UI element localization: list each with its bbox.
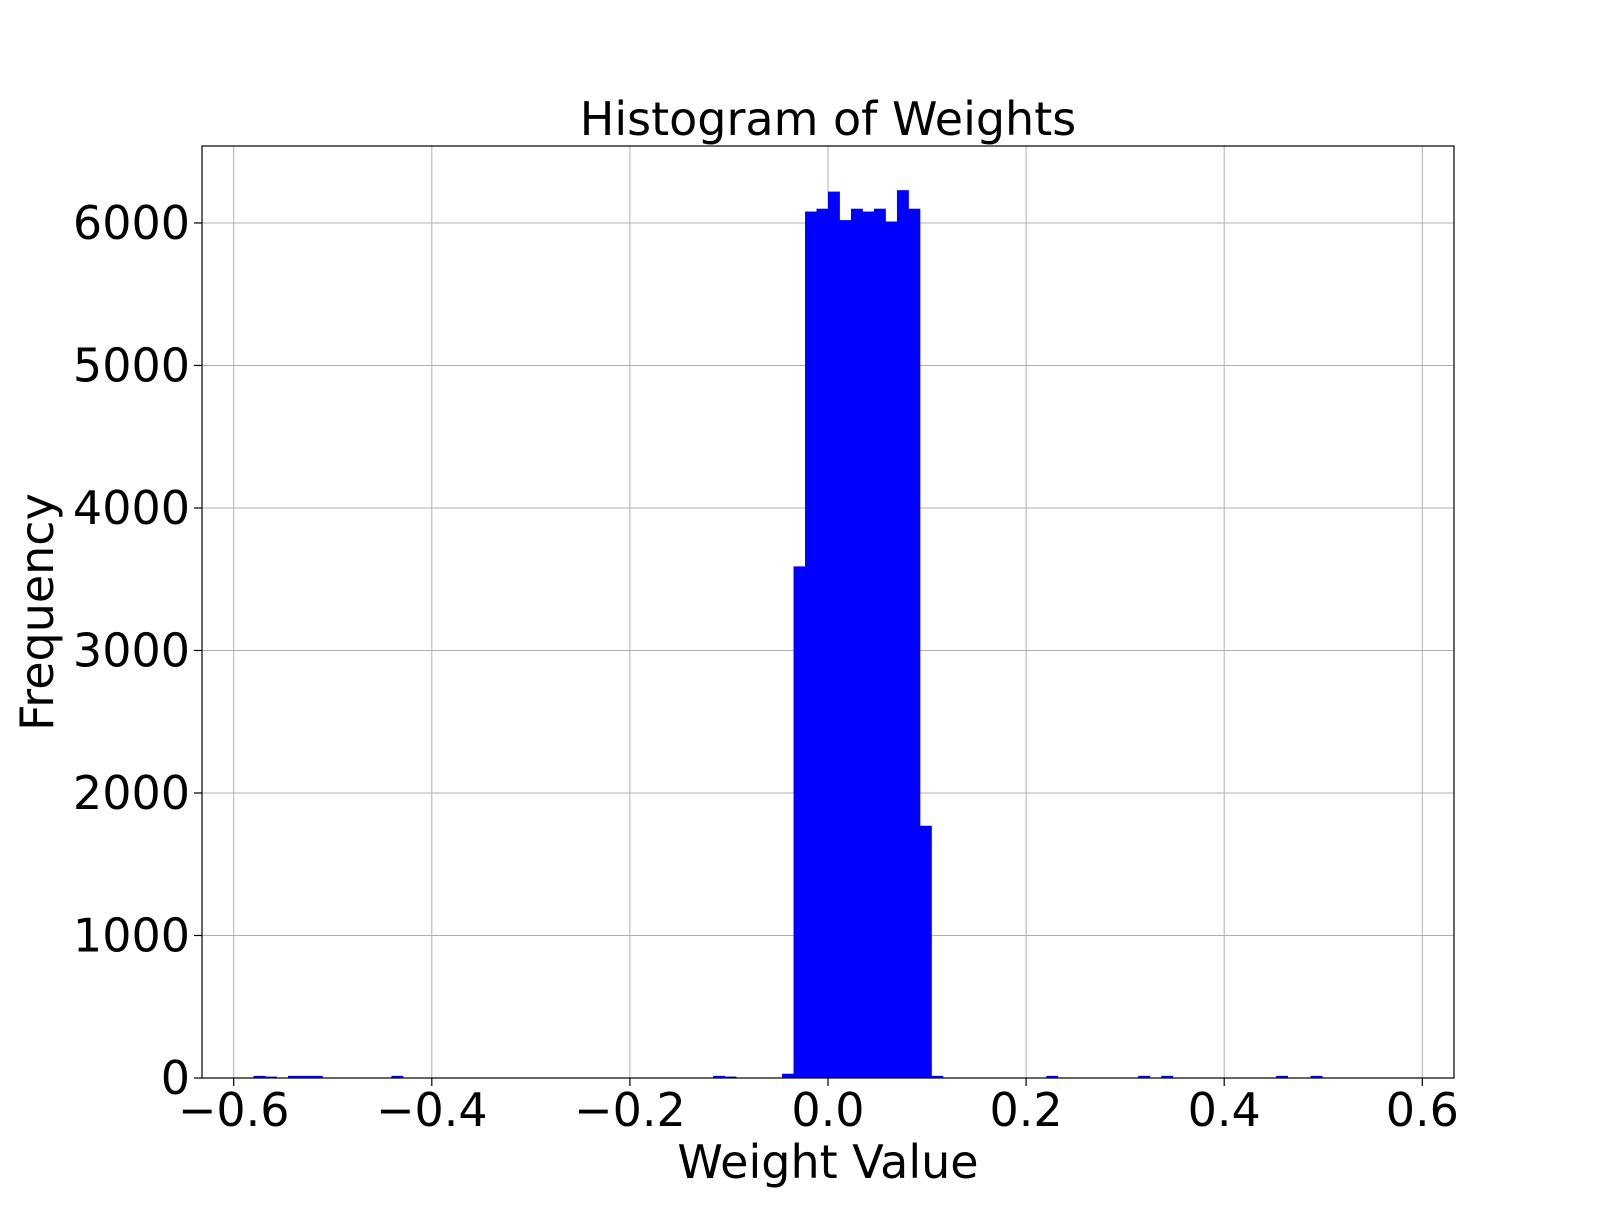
x-tick-label: 0.4 xyxy=(1188,1083,1261,1137)
y-tick-label: 3000 xyxy=(73,623,190,677)
histogram-bar xyxy=(1310,1075,1323,1078)
y-axis-ticks: 0 1000 2000 3000 4000 5000 6000 xyxy=(73,196,202,1105)
histogram-bar xyxy=(287,1075,300,1078)
histogram-bar xyxy=(1046,1075,1059,1078)
histogram-bar xyxy=(724,1076,737,1078)
x-axis-ticks: −0.6 −0.4 −0.2 0.0 0.2 0.4 0.6 xyxy=(178,1078,1459,1137)
y-tick-label: 2000 xyxy=(73,766,190,820)
histogram-bar xyxy=(1276,1075,1288,1078)
histogram-bar xyxy=(1138,1075,1151,1078)
histogram-bar xyxy=(1161,1075,1174,1078)
histogram-bar xyxy=(873,208,886,1078)
histogram-bar xyxy=(850,208,863,1078)
histogram-bar xyxy=(816,208,829,1078)
histogram-bar xyxy=(310,1075,323,1078)
x-axis-label: Weight Value xyxy=(677,1135,978,1189)
histogram-bar xyxy=(908,208,921,1078)
chart-title: Histogram of Weights xyxy=(580,92,1076,146)
histogram-bars xyxy=(253,190,1323,1079)
histogram-bar xyxy=(828,191,840,1079)
x-tick-label: 0.0 xyxy=(791,1083,864,1137)
histogram-bar xyxy=(931,1075,944,1078)
histogram-bar xyxy=(839,220,852,1078)
y-axis-label: Frequency xyxy=(10,493,64,731)
y-tick-label: 5000 xyxy=(73,338,190,392)
histogram-bar xyxy=(805,211,817,1078)
x-tick-label: 0.6 xyxy=(1386,1083,1459,1137)
histogram-bar xyxy=(253,1075,266,1078)
histogram-bar xyxy=(862,211,875,1078)
histogram-bar xyxy=(391,1075,404,1078)
histogram-bar xyxy=(919,825,932,1078)
histogram-bar xyxy=(713,1075,725,1078)
y-tick-label: 0 xyxy=(161,1051,190,1105)
x-tick-label: −0.4 xyxy=(376,1083,488,1137)
histogram-bar xyxy=(793,566,806,1078)
y-tick-label: 1000 xyxy=(73,908,190,962)
x-tick-label: −0.2 xyxy=(574,1083,686,1137)
histogram-bar xyxy=(896,190,909,1078)
y-tick-label: 4000 xyxy=(73,481,190,535)
histogram-bar xyxy=(782,1073,794,1078)
histogram-bar xyxy=(299,1075,312,1078)
y-tick-label: 6000 xyxy=(73,196,190,250)
x-tick-label: 0.2 xyxy=(990,1083,1063,1137)
x-tick-label: −0.6 xyxy=(178,1083,290,1137)
histogram-bar xyxy=(264,1076,277,1078)
histogram-bar xyxy=(885,221,898,1078)
